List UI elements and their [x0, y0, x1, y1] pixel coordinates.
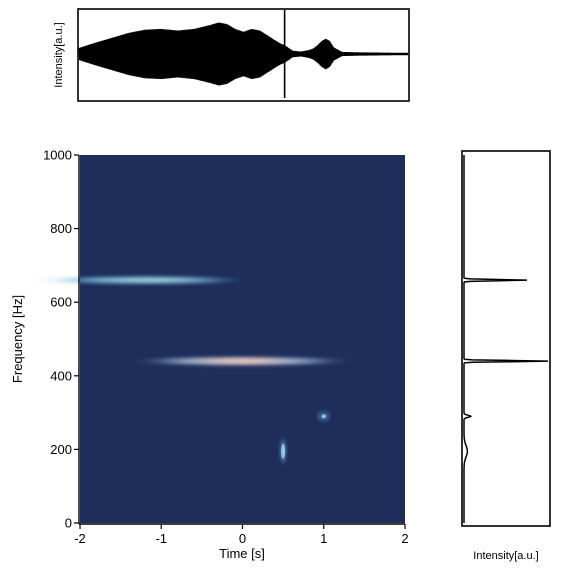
spectrogram-xlabel: Time [s]	[219, 546, 265, 561]
x-tick-label-3: 1	[320, 531, 327, 546]
spectrum-panel: Intensity[a.u.]	[461, 150, 551, 562]
spectral-component-core-2	[281, 443, 286, 459]
spectrum-line	[463, 155, 549, 523]
y-tick-label-5: 1000	[43, 148, 72, 163]
time-trace-panel: Intensity[a.u.]	[53, 8, 410, 102]
time-trace-ylabel: Intensity[a.u.]	[53, 22, 65, 87]
spectrogram-panel: -2 -1 0 1 2 0 200 400 600 800 1000 Time [s] Freque…	[10, 148, 409, 562]
y-tick-label-2: 400	[50, 368, 72, 383]
spectrogram-ylabel: Frequency [Hz]	[10, 295, 25, 383]
y-tick-label-3: 600	[50, 295, 72, 310]
spectrogram-components	[55, 277, 340, 463]
time-trace-waveform	[78, 10, 409, 98]
x-tick-label-0: -2	[74, 531, 86, 546]
y-tick-label-1: 200	[50, 442, 72, 457]
x-tick-label-2: 0	[239, 531, 246, 546]
time-trace-frame	[77, 8, 410, 102]
y-tick-label-4: 800	[50, 221, 72, 236]
spectrum-frame	[461, 150, 551, 527]
trace-signal	[78, 22, 409, 86]
spectral-component-core-0	[67, 278, 223, 282]
spectrogram-background	[80, 155, 405, 523]
spectrum-xlabel: Intensity[a.u.]	[473, 550, 538, 562]
spectral-component-core-3	[321, 414, 326, 419]
y-tick-label-0: 0	[65, 516, 72, 531]
x-tick-label-1: -1	[155, 531, 167, 546]
spectrogram-axes: -2 -1 0 1 2 0 200 400 600 800 1000	[43, 148, 409, 547]
spectral-component-core-1	[157, 359, 328, 363]
x-tick-label-4: 2	[401, 531, 408, 546]
